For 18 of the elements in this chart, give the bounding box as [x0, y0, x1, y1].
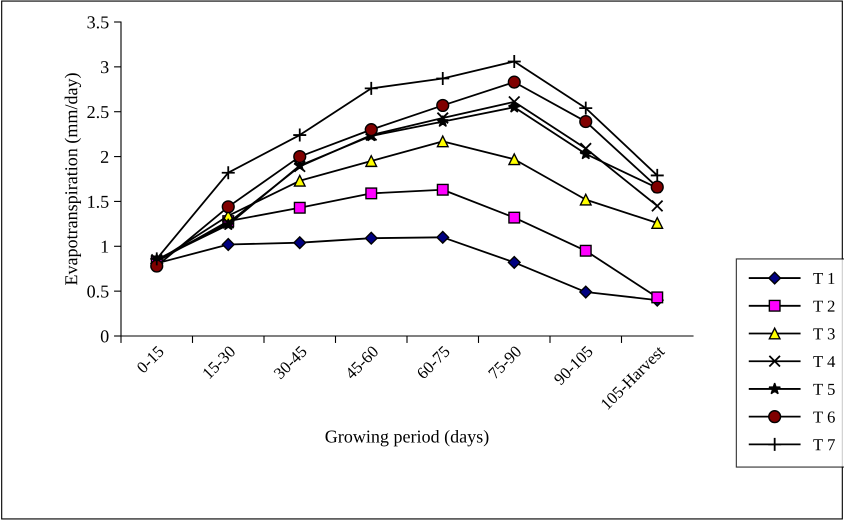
- y-tick-label: 0.5: [87, 285, 108, 298]
- legend-label: T 1: [813, 272, 834, 284]
- y-tick-label: 3: [101, 61, 108, 74]
- legend-label: T 2: [813, 300, 834, 312]
- y-tick-label: 2: [100, 150, 108, 163]
- x-axis-title: Growing period (days): [326, 430, 488, 446]
- x-tick-label: 0-15: [136, 345, 165, 374]
- y-tick-label: 3.5: [87, 16, 108, 29]
- legend-label: T 3: [813, 328, 835, 340]
- y-tick-label: 0: [100, 330, 109, 342]
- y-tick-label: 1: [102, 240, 108, 253]
- y-axis-title: Evapotranspiration (mm/day): [64, 73, 82, 286]
- legend-label: T 5: [813, 384, 835, 395]
- y-tick-label: 2.5: [87, 106, 108, 118]
- legend-label: T 4: [813, 356, 836, 368]
- y-tick-label: 1.5: [88, 196, 108, 208]
- legend-label: T 6: [813, 411, 835, 423]
- legend-label: T 7: [813, 439, 835, 450]
